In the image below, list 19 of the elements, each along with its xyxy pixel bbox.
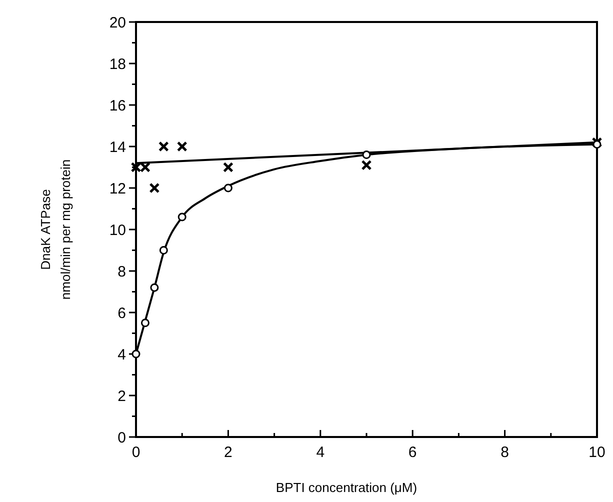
x-tick-label: 4 (316, 444, 325, 461)
y-tick-label: 18 (109, 56, 126, 73)
y-tick-label: 20 (109, 14, 126, 32)
x-axis-title: BPTI concentration (μM) (276, 480, 418, 495)
x-tick-label: 8 (500, 444, 509, 461)
y-tick-label: 16 (109, 97, 126, 114)
y-tick-label: 10 (109, 222, 126, 239)
y-tick-label: 8 (118, 263, 126, 280)
y-tick-label: 2 (118, 388, 126, 405)
y-tick-label: 12 (109, 180, 126, 198)
x-tick-label: 10 (588, 444, 606, 461)
y-axis-title: DnaK ATPase nmol/min per mg protein (38, 159, 73, 300)
y-tick-label: 4 (118, 346, 126, 364)
y-tick-label: 14 (109, 138, 126, 156)
y-tick-label: 6 (118, 304, 126, 322)
y-tick-label: 0 (118, 429, 126, 446)
x-tick-label: 0 (132, 444, 140, 461)
x-tick-label: 2 (224, 444, 232, 461)
x-tick-label: 6 (408, 444, 417, 461)
